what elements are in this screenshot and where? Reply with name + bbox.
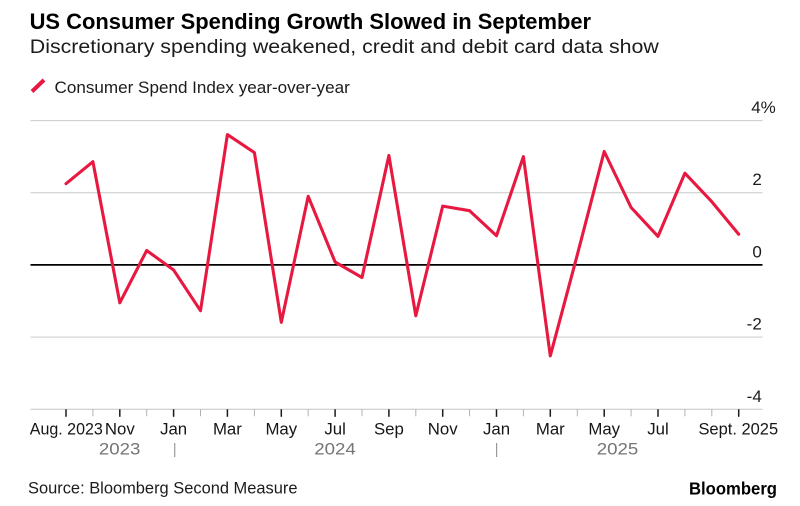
svg-text:Discretionary spending weakene: Discretionary spending weakened, credit … bbox=[30, 37, 659, 58]
svg-text:2023: 2023 bbox=[99, 441, 141, 459]
svg-text:Bloomberg: Bloomberg bbox=[689, 478, 777, 498]
svg-text:2025: 2025 bbox=[597, 441, 639, 459]
svg-text:Aug. 2023: Aug. 2023 bbox=[30, 419, 103, 438]
svg-text:Sep: Sep bbox=[374, 419, 404, 438]
svg-text:Jan: Jan bbox=[483, 419, 510, 438]
svg-text:Sept. 2025: Sept. 2025 bbox=[698, 419, 778, 438]
svg-text:-2: -2 bbox=[747, 315, 762, 334]
svg-text:Source: Bloomberg Second Measu: Source: Bloomberg Second Measure bbox=[28, 478, 298, 497]
svg-text:2: 2 bbox=[752, 170, 761, 189]
svg-text:Jul: Jul bbox=[647, 419, 668, 438]
svg-text:2024: 2024 bbox=[314, 441, 356, 459]
svg-text:Nov: Nov bbox=[105, 419, 135, 438]
svg-text:US Consumer Spending Growth Sl: US Consumer Spending Growth Slowed in Se… bbox=[30, 9, 592, 34]
svg-text:Mar: Mar bbox=[213, 419, 242, 438]
svg-text:May: May bbox=[588, 419, 620, 438]
svg-text:May: May bbox=[265, 419, 297, 438]
svg-text:Mar: Mar bbox=[536, 419, 565, 438]
svg-text:4%: 4% bbox=[751, 98, 776, 117]
svg-text:Consumer Spend Index year-over: Consumer Spend Index year-over-year bbox=[55, 78, 351, 97]
svg-text:Jan: Jan bbox=[160, 419, 187, 438]
svg-text:Jul: Jul bbox=[324, 419, 345, 438]
svg-text:0: 0 bbox=[752, 242, 761, 261]
svg-text:-4: -4 bbox=[747, 387, 762, 406]
svg-text:Nov: Nov bbox=[428, 419, 458, 438]
